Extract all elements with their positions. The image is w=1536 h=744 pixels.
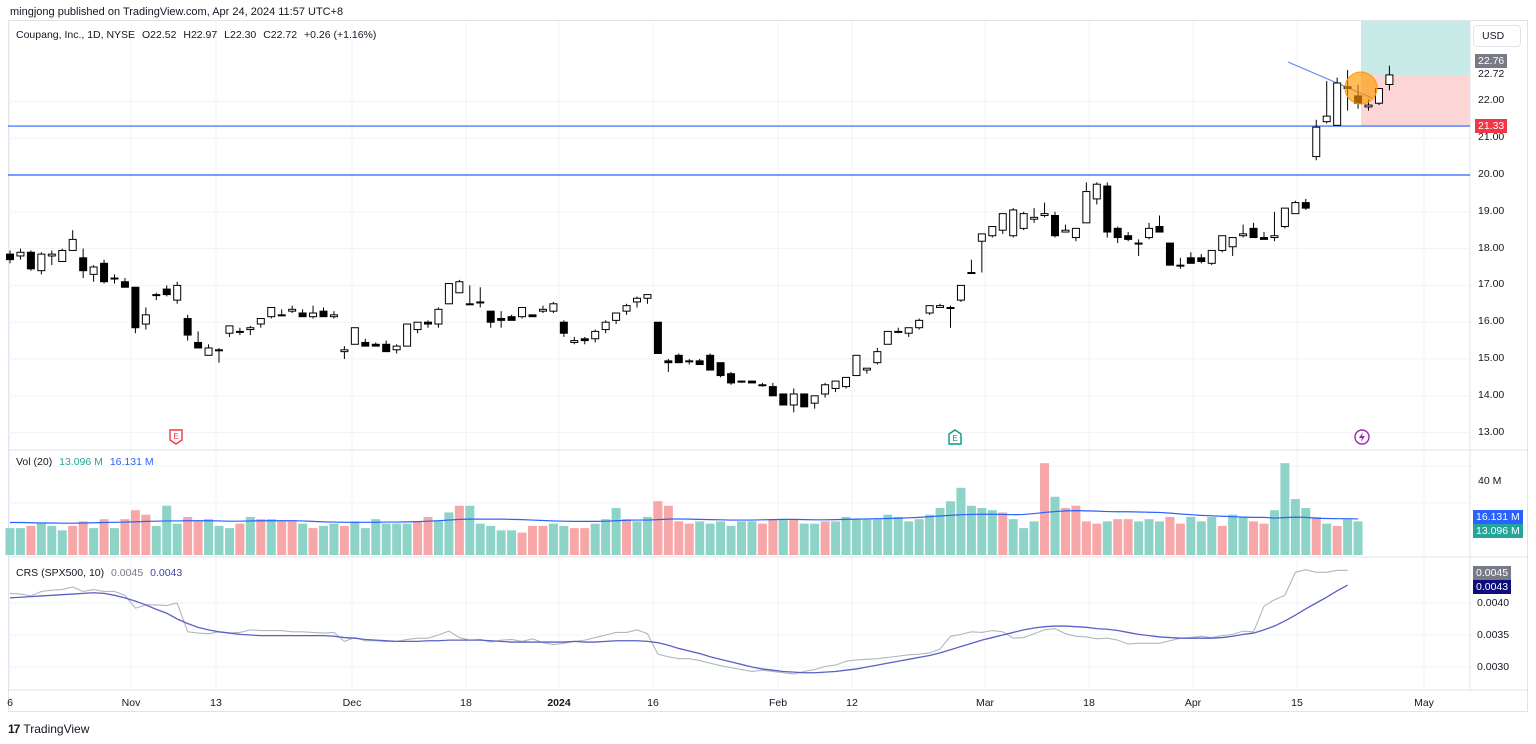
tradingview-logo-icon: 17: [8, 722, 20, 736]
price-axis-label: 22.72: [1478, 67, 1505, 80]
price-axis-label: 13.00: [1478, 425, 1505, 438]
price-axis-label: 22.00: [1478, 94, 1505, 107]
price-axis-label: 14.00: [1478, 388, 1505, 401]
crs-legend-value: 0.0045: [111, 567, 144, 579]
time-axis-label: Feb: [768, 697, 788, 709]
highlight-circle: [1344, 71, 1378, 105]
price-axis-label: 19.00: [1478, 204, 1505, 217]
symbol-legend: Coupang, Inc., 1D, NYSE O22.52 H22.97 L2…: [16, 29, 380, 41]
volume-legend-value: 13.096 M: [59, 456, 103, 468]
time-axis-label: Nov: [121, 697, 141, 709]
time-axis-label: 15: [1291, 697, 1303, 709]
candles: [6, 65, 1394, 413]
volume-value-tag: 13.096 M: [1473, 524, 1523, 538]
price-change: +0.26 (+1.16%): [303, 29, 377, 41]
crs-ma-tag: 0.0043: [1473, 580, 1512, 594]
earnings-icon[interactable]: E: [948, 429, 962, 445]
ohlc-close: C22.72: [263, 29, 298, 41]
time-axis-label: Dec: [342, 697, 362, 709]
volume-axis-label: 40 M: [1478, 475, 1502, 487]
time-axis-label: 12: [846, 697, 858, 709]
time-axis-label: 18: [1083, 697, 1095, 709]
crs-axis-label-0030: 0.0030: [1477, 661, 1510, 673]
tradingview-logo[interactable]: 17 TradingView: [8, 722, 89, 736]
crs-legend-title: CRS (SPX500, 10): [16, 567, 105, 579]
svg-text:E: E: [173, 432, 178, 441]
currency-button[interactable]: USD: [1473, 25, 1521, 47]
tradingview-logo-text: TradingView: [23, 722, 90, 736]
volume-legend-ma: 16.131 M: [109, 456, 154, 468]
ohlc-high: H22.97: [183, 29, 218, 41]
split-icon[interactable]: [1354, 429, 1370, 445]
crs-line: [9, 569, 1348, 675]
crs-ma-line: [9, 584, 1348, 674]
symbol-name: Coupang, Inc., 1D, NYSE: [16, 29, 136, 41]
price-axis-label: 17.00: [1478, 278, 1505, 291]
time-axis-label: May: [1414, 697, 1434, 709]
crs-axis-label-0035: 0.0035: [1477, 629, 1510, 641]
crs-legend: CRS (SPX500, 10) 0.0045 0.0043: [16, 567, 186, 579]
price-axis-label: 20.00: [1478, 168, 1505, 180]
svg-text:E: E: [952, 434, 957, 443]
volume-ma-tag: 16.131 M: [1473, 510, 1523, 524]
gridlines: [8, 21, 1470, 690]
target-zone: [1361, 21, 1470, 75]
time-axis-label: 16: [647, 697, 659, 709]
volume-legend-title: Vol (20): [16, 456, 53, 468]
price-axis-label: 21.00: [1478, 131, 1505, 144]
price-axis-label: 18.00: [1478, 241, 1505, 254]
crs-value-tag: 0.0045: [1473, 566, 1512, 580]
volume-bars: [5, 463, 1363, 555]
time-axis-label: Apr: [1184, 697, 1202, 709]
stop-price-tag: 21.33: [1475, 119, 1508, 133]
price-axis-label: 15.00: [1478, 352, 1505, 364]
ohlc-open: O22.52: [142, 29, 177, 41]
ohlc-low: L22.30: [224, 29, 257, 41]
time-axis-label: 13: [210, 697, 222, 709]
time-axis-label: Mar: [975, 697, 995, 709]
chart-frame[interactable]: [8, 20, 1528, 712]
time-axis-label: 6: [7, 697, 13, 709]
earnings-icon[interactable]: E: [169, 429, 183, 445]
time-axis-label: 18: [460, 697, 472, 709]
time-axis-label: 2024: [547, 697, 571, 709]
volume-legend: Vol (20) 13.096 M 16.131 M: [16, 456, 158, 468]
last-price-tag: 22.76: [1475, 54, 1508, 68]
crs-axis-label-0040: 0.0040: [1477, 597, 1510, 609]
price-axis-label: 16.00: [1478, 315, 1505, 328]
volume-ma-line: [10, 510, 1359, 524]
crs-legend-ma: 0.0043: [150, 567, 183, 579]
publish-info: mingjong published on TradingView.com, A…: [10, 6, 344, 18]
